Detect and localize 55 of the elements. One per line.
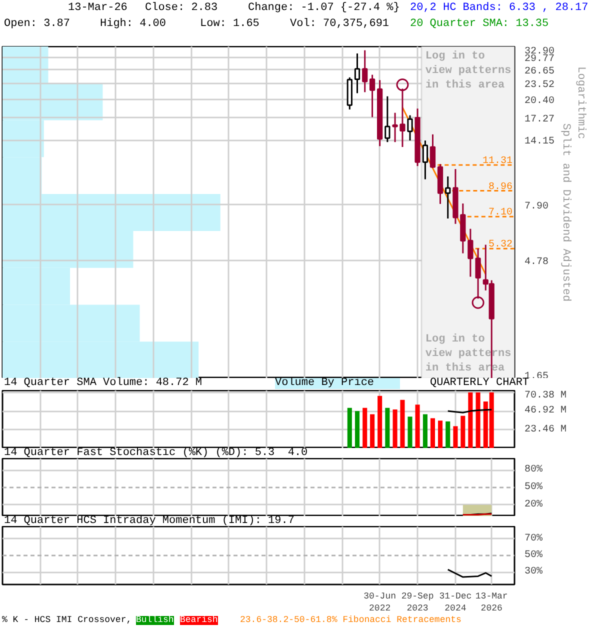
x-tick-label: 30-Jun 2022 bbox=[364, 592, 396, 614]
y-tick-label: 80% bbox=[524, 464, 543, 476]
text: % K - HCS IMI Crossover, bbox=[2, 615, 132, 625]
candlestick bbox=[362, 50, 368, 93]
y-tick-label: 7.90 bbox=[524, 201, 549, 212]
y-tick-label: 23.46 M bbox=[524, 424, 567, 436]
ref-line-label: 8.96 bbox=[488, 182, 513, 193]
y-tick-label: 26.65 bbox=[524, 66, 555, 78]
text: Volume By Price bbox=[275, 377, 400, 389]
candlestick bbox=[407, 114, 413, 142]
y-tick-label: 20.40 bbox=[524, 96, 555, 108]
x-tick-label: 31-Dec 2024 bbox=[439, 592, 472, 614]
text: Bearish bbox=[180, 615, 218, 625]
x-tick-label: 29-Sep 2023 bbox=[401, 592, 434, 614]
annotation: QUARTERLY CHART bbox=[430, 377, 530, 389]
band-label: Log in to view patterns in this area bbox=[425, 50, 512, 92]
y-tick-label: 14.15 bbox=[524, 136, 555, 148]
text: Close: 2.83 bbox=[145, 2, 218, 14]
text: High: 4.00 bbox=[100, 18, 166, 30]
text: 20,2 HC Bands: 6.33 , 28.17 bbox=[410, 2, 588, 14]
chart-title: 14 Quarter Fast Stochastic (%K) (%D): 5.3 4.0 bbox=[4, 447, 308, 459]
text: 13-Mar-26 bbox=[68, 2, 128, 14]
candlestick bbox=[422, 140, 428, 180]
text: Logarithmic bbox=[574, 66, 586, 140]
y-tick-label: 46.92 M bbox=[524, 406, 567, 417]
text: Open: 3.87 bbox=[4, 18, 70, 30]
candlestick bbox=[384, 96, 390, 143]
y-axis-title: Split and Dividend Adjusted bbox=[560, 123, 572, 302]
text: Low: 1.65 bbox=[200, 18, 260, 30]
text: Bullish bbox=[136, 615, 174, 625]
candlestick bbox=[369, 74, 376, 118]
line-series bbox=[447, 568, 492, 578]
y-tick-label: 30% bbox=[524, 566, 543, 578]
text: 20 Quarter SMA: 13.35 bbox=[410, 18, 549, 30]
candlestick bbox=[468, 228, 474, 278]
chart-title: 14 Quarter SMA Volume: 48.72 M bbox=[4, 377, 202, 389]
ref-line-label: 11.31 bbox=[482, 156, 513, 167]
y-tick-label: 70.38 M bbox=[524, 390, 567, 402]
candlestick bbox=[354, 52, 360, 94]
candlestick bbox=[430, 134, 436, 169]
text: Change: -1.07 {-27.4 %} bbox=[248, 2, 400, 14]
y-tick-label: 50% bbox=[524, 550, 543, 561]
chart-title: 14 Quarter HCS Intraday Momentum (IMI): 19.7 bbox=[4, 515, 294, 527]
y-tick-label: 70% bbox=[524, 533, 543, 544]
candlestick bbox=[445, 176, 451, 220]
x-tick-label: 13-Mar 2026 bbox=[475, 592, 508, 614]
text: Vol: 70,375,691 bbox=[290, 18, 390, 30]
y-tick-label: 17.27 bbox=[524, 114, 555, 126]
y-tick-label: 4.78 bbox=[524, 257, 549, 268]
y-tick-label: 23.52 bbox=[524, 80, 555, 92]
text: 23.6-38.2-50-61.8% Fibonacci Retracements bbox=[240, 615, 462, 625]
ref-line-label: 7.10 bbox=[488, 208, 513, 219]
y-tick-label: 20% bbox=[524, 499, 543, 510]
ref-line-label: 5.32 bbox=[488, 240, 513, 251]
y-tick-label: 50% bbox=[524, 482, 543, 493]
